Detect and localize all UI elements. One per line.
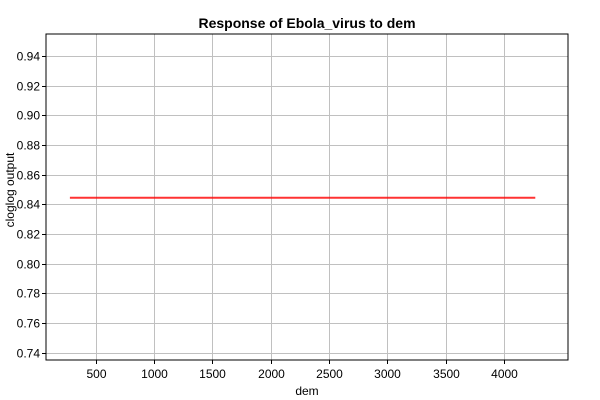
y-tick-label: 0.78 xyxy=(17,287,41,301)
y-tick-label: 0.82 xyxy=(17,228,41,242)
x-axis-label: dem xyxy=(295,384,318,398)
x-tick-label: 3500 xyxy=(433,367,460,381)
y-axis-label: cloglog output xyxy=(3,152,17,227)
x-tick-label: 2500 xyxy=(316,367,343,381)
plot-area xyxy=(45,33,569,361)
x-axis: 500 1000 1500 2000 2500 3000 3500 4000 xyxy=(86,360,518,381)
x-tick-label: 2000 xyxy=(258,367,285,381)
x-tick-label: 1500 xyxy=(199,367,226,381)
y-tick-label: 0.76 xyxy=(17,317,41,331)
x-tick-label: 500 xyxy=(86,367,106,381)
y-tick-label: 0.88 xyxy=(17,139,41,153)
x-tick-label: 4000 xyxy=(491,367,518,381)
y-tick-label: 0.80 xyxy=(17,258,41,272)
y-tick-label: 0.90 xyxy=(17,109,41,123)
grid xyxy=(46,34,568,360)
y-tick-label: 0.74 xyxy=(17,347,41,361)
y-tick-label: 0.92 xyxy=(17,80,41,94)
y-tick-label: 0.94 xyxy=(17,50,41,64)
y-tick-label: 0.84 xyxy=(17,198,41,212)
x-tick-label: 3000 xyxy=(374,367,401,381)
x-tick-label: 1000 xyxy=(141,367,168,381)
chart-title: Response of Ebola_virus to dem xyxy=(198,15,415,31)
y-axis: 0.74 0.76 0.78 0.80 0.82 0.84 0.86 0.88 0.90 0.92… xyxy=(17,50,46,361)
y-tick-label: 0.86 xyxy=(17,169,41,183)
